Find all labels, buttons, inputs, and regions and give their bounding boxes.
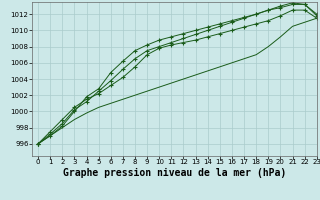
X-axis label: Graphe pression niveau de la mer (hPa): Graphe pression niveau de la mer (hPa)	[63, 168, 286, 178]
